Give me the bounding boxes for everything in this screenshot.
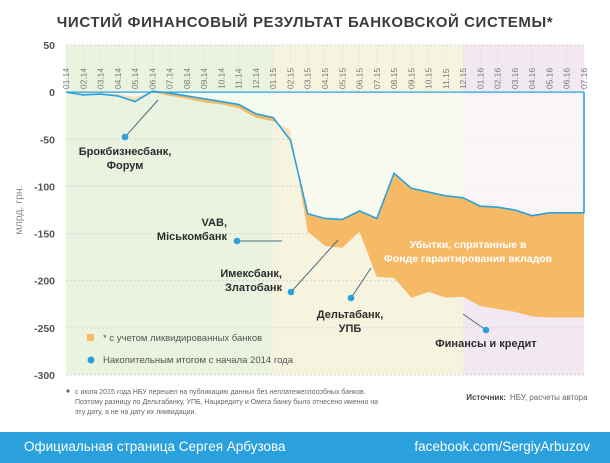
x-tick-label: 03.15 <box>303 68 313 90</box>
x-tick-label: 12.15 <box>458 68 468 90</box>
legend-marker-blue <box>87 356 95 364</box>
source-text: НБУ, расчеты автора <box>510 393 588 402</box>
annotation-dot <box>482 326 490 334</box>
x-tick-label: 02.16 <box>493 68 503 90</box>
y-tick-label: 50 <box>43 40 55 52</box>
footnote-text: Поэтому разницу по Дельтабанку, УПБ, Нац… <box>75 398 378 406</box>
x-tick-label: 02.15 <box>285 68 295 90</box>
annotation-dot <box>233 237 241 245</box>
x-tick-label: 10.14 <box>216 68 226 90</box>
x-tick-label: 04.15 <box>320 68 330 90</box>
blue-area <box>66 91 584 220</box>
x-tick-label: 01.16 <box>475 68 485 90</box>
legend-marker-orange <box>87 334 94 341</box>
annotation-label: VAB, <box>202 217 227 229</box>
blue-series-line <box>65 90 585 221</box>
x-tick-label: 12.14 <box>251 68 261 90</box>
x-tick-label: 08.14 <box>182 68 192 90</box>
chart-title: ЧИСТИЙ ФИНАНСОВЫЙ РЕЗУЛЬТАТ БАНКОВСКОЙ С… <box>57 13 553 31</box>
annotation-leader <box>350 267 372 299</box>
area-label: Фонде гарантирования вкладов <box>384 253 553 265</box>
x-tick-label: 06.16 <box>562 68 572 90</box>
footnote-text: с июля 2015 года НБУ перешел на публикац… <box>75 388 366 396</box>
x-tick-label: 07.16 <box>579 68 589 90</box>
annotation-label: Имексбанк, <box>220 268 282 280</box>
x-tick-label: 05.15 <box>337 68 347 90</box>
annotation-dot <box>347 294 355 302</box>
x-tick-label: 04.16 <box>527 68 537 90</box>
y-tick-label: -50 <box>40 134 55 146</box>
x-tick-label: 01.15 <box>268 68 278 90</box>
annotation-label: Форум <box>107 160 144 172</box>
legend-label-orange: * с учетом ликвидированных банков <box>103 333 262 344</box>
annotation-dot <box>287 288 295 296</box>
x-tick-label: 06.14 <box>147 68 157 90</box>
annotation-leader <box>462 313 487 331</box>
area-label: Убытки, спрятанные в <box>410 239 527 251</box>
x-tick-label: 09.14 <box>199 68 209 90</box>
footnote-bullet <box>66 389 70 393</box>
x-tick-label: 04.14 <box>113 68 123 90</box>
x-tick-label: 05.14 <box>130 68 140 90</box>
annotation-label: Златобанк <box>225 282 283 294</box>
annotation-label: Брокбизнесбанк, <box>79 146 172 158</box>
x-tick-label: 11.14 <box>234 68 244 89</box>
y-tick-label: -100 <box>34 181 55 193</box>
annotation-dot <box>121 133 129 141</box>
footer-facebook-link[interactable]: facebook.com/SergiyArbuzov <box>414 439 590 454</box>
x-tick-label: 08.15 <box>389 68 399 90</box>
annotation-leader <box>290 239 339 293</box>
x-tick-label: 02.14 <box>78 68 88 90</box>
source-label: Источник: <box>466 393 506 402</box>
footnote-text: эту дату, а не на дату их ликвидации. <box>75 409 197 416</box>
footer-bar: Официальная страница Сергея Арбузова fac… <box>0 432 610 463</box>
x-tick-label: 05.16 <box>544 68 554 90</box>
annotation-label: Дельтабанк, <box>317 309 384 321</box>
y-tick-label: -250 <box>34 323 55 335</box>
y-tick-label: -150 <box>34 229 55 241</box>
x-tick-label: 06.15 <box>355 68 365 90</box>
orange-area <box>66 91 584 318</box>
x-tick-label: 10.15 <box>424 68 434 90</box>
x-tick-label: 03.14 <box>96 68 106 90</box>
y-axis-label: млрд. грн. <box>13 185 25 234</box>
x-tick-label: 01.14 <box>61 68 71 90</box>
y-tick-label: -200 <box>34 276 55 288</box>
annotation-leader <box>124 99 159 138</box>
chart: ЧИСТИЙ ФИНАНСОВЫЙ РЕЗУЛЬТАТ БАНКОВСКОЙ С… <box>13 13 589 416</box>
footer-page-name: Официальная страница Сергея Арбузова <box>24 439 286 454</box>
annotation-label: УПБ <box>339 323 362 335</box>
x-tick-label: 09.15 <box>406 68 416 90</box>
annotation-label: Финансы и кредит <box>435 338 537 350</box>
x-tick-label: 03.16 <box>510 68 520 90</box>
x-tick-label: 11.15 <box>441 68 451 89</box>
x-tick-label: 07.14 <box>165 68 175 90</box>
x-tick-label: 07.15 <box>372 68 382 90</box>
y-tick-label: 0 <box>49 87 55 99</box>
annotation-label: Міськомбанк <box>157 231 228 243</box>
legend-label-blue: Накопительным итогом с начала 2014 года <box>103 355 294 366</box>
y-tick-label: -300 <box>34 370 55 382</box>
